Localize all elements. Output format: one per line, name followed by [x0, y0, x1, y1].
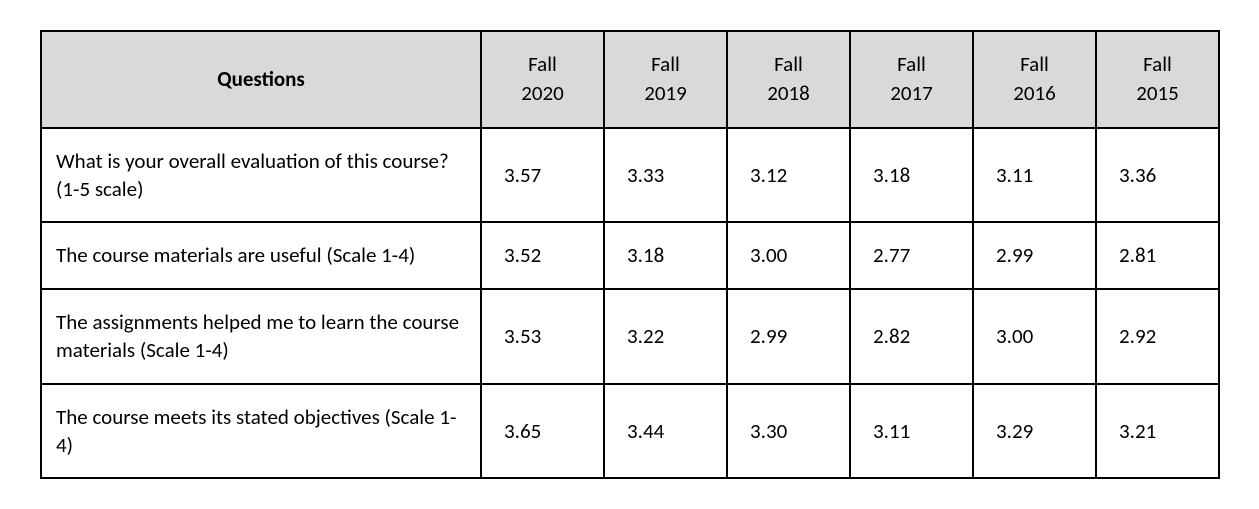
question-cell: The course meets its stated objectives (…: [41, 384, 481, 479]
year-header-2017: Fall 2017: [850, 31, 973, 128]
year-header-line2: 2015: [1136, 80, 1179, 106]
year-header-line2: 2018: [767, 80, 810, 106]
year-header-2020: Fall 2020: [481, 31, 604, 128]
value-cell: 3.21: [1096, 384, 1219, 479]
value-cell: 2.92: [1096, 289, 1219, 384]
year-header-line2: 2019: [644, 80, 687, 106]
table-row: What is your overall evaluation of this …: [41, 128, 1219, 223]
year-header-line1: Fall: [651, 51, 680, 77]
value-cell: 2.82: [850, 289, 973, 384]
value-cell: 2.99: [727, 289, 850, 384]
value-cell: 3.11: [973, 128, 1096, 223]
value-cell: 3.00: [727, 222, 850, 288]
question-cell: The assignments helped me to learn the c…: [41, 289, 481, 384]
table-row: The course materials are useful (Scale 1…: [41, 222, 1219, 288]
year-header-line2: 2016: [1013, 80, 1056, 106]
value-cell: 2.81: [1096, 222, 1219, 288]
value-cell: 2.77: [850, 222, 973, 288]
value-cell: 3.53: [481, 289, 604, 384]
year-header-line1: Fall: [528, 51, 557, 77]
question-cell: The course materials are useful (Scale 1…: [41, 222, 481, 288]
year-header-line1: Fall: [1020, 51, 1049, 77]
value-cell: 3.29: [973, 384, 1096, 479]
year-header-2019: Fall 2019: [604, 31, 727, 128]
value-cell: 3.18: [850, 128, 973, 223]
value-cell: 3.44: [604, 384, 727, 479]
table-row: The course meets its stated objectives (…: [41, 384, 1219, 479]
year-header-line1: Fall: [897, 51, 926, 77]
value-cell: 3.30: [727, 384, 850, 479]
year-header-line1: Fall: [1143, 51, 1172, 77]
value-cell: 3.57: [481, 128, 604, 223]
value-cell: 3.52: [481, 222, 604, 288]
value-cell: 3.00: [973, 289, 1096, 384]
value-cell: 3.36: [1096, 128, 1219, 223]
year-header-line2: 2020: [521, 80, 564, 106]
value-cell: 2.99: [973, 222, 1096, 288]
evaluation-table: Questions Fall 2020 Fall 2019 Fall 2018 …: [40, 30, 1220, 479]
table-header-row: Questions Fall 2020 Fall 2019 Fall 2018 …: [41, 31, 1219, 128]
value-cell: 3.33: [604, 128, 727, 223]
year-header-2015: Fall 2015: [1096, 31, 1219, 128]
table-row: The assignments helped me to learn the c…: [41, 289, 1219, 384]
year-header-line1: Fall: [774, 51, 803, 77]
value-cell: 3.11: [850, 384, 973, 479]
year-header-2018: Fall 2018: [727, 31, 850, 128]
value-cell: 3.18: [604, 222, 727, 288]
value-cell: 3.65: [481, 384, 604, 479]
value-cell: 3.22: [604, 289, 727, 384]
year-header-line2: 2017: [890, 80, 933, 106]
questions-header: Questions: [41, 31, 481, 128]
question-cell: What is your overall evaluation of this …: [41, 128, 481, 223]
value-cell: 3.12: [727, 128, 850, 223]
year-header-2016: Fall 2016: [973, 31, 1096, 128]
